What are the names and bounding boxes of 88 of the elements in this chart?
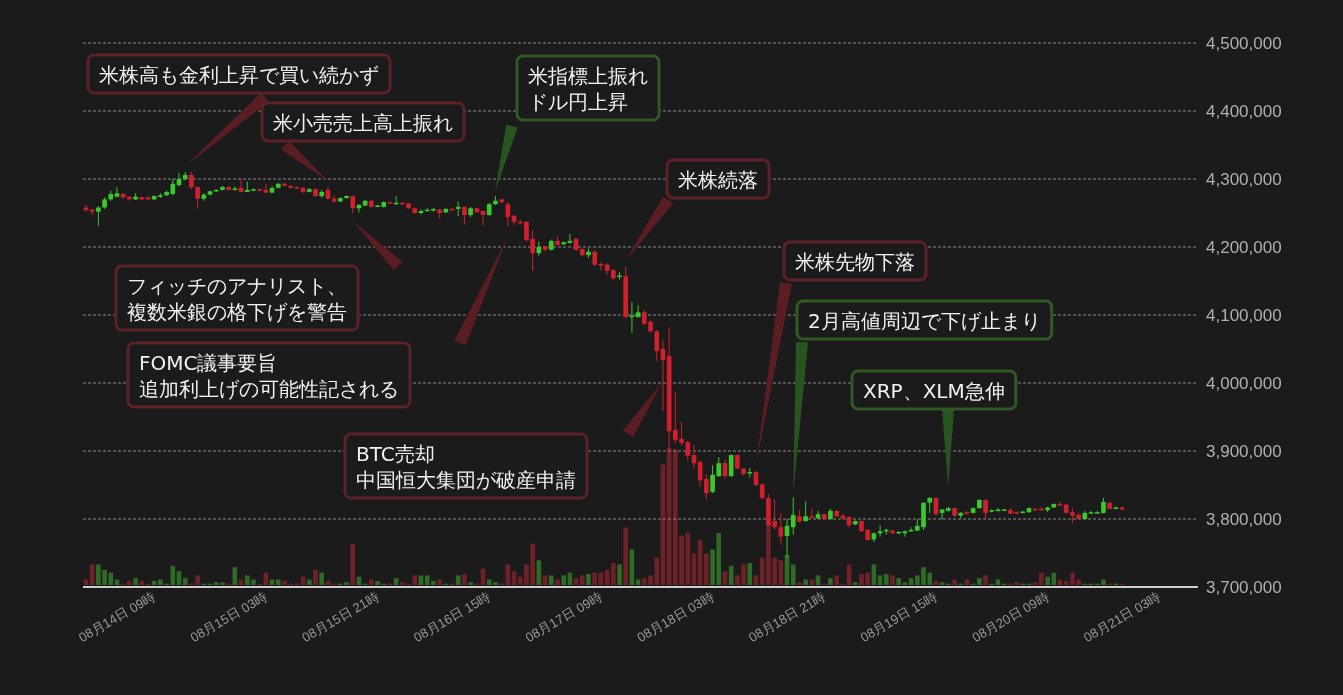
x-tick-label: 08月15日 21時	[299, 589, 382, 646]
y-tick-label: 3,900,000	[1206, 441, 1282, 461]
annotation: 米株続落	[678, 168, 758, 192]
y-tick-label: 3,700,000	[1206, 577, 1282, 597]
candlestick	[995, 507, 1001, 513]
bar	[890, 575, 895, 585]
bar	[704, 553, 709, 585]
bar	[623, 527, 629, 585]
bar	[548, 575, 554, 585]
bar	[306, 579, 312, 585]
bar	[468, 582, 473, 585]
bar	[952, 579, 957, 585]
x-tick-label: 08月18日 21時	[746, 589, 829, 646]
bar	[586, 574, 591, 585]
bar	[127, 580, 132, 585]
bar	[977, 578, 982, 585]
candlestick	[294, 185, 300, 190]
bar	[617, 564, 622, 585]
candlestick	[635, 304, 641, 319]
bar	[902, 582, 908, 585]
annotation: 米株先物下落	[795, 250, 915, 274]
candlestick	[1057, 500, 1063, 507]
bar	[852, 582, 858, 585]
bar	[579, 575, 585, 585]
candlestick	[462, 205, 467, 226]
candlestick	[598, 261, 604, 271]
candlestick	[790, 496, 796, 536]
bar	[139, 580, 145, 585]
candlestick	[803, 500, 808, 523]
bar	[275, 579, 281, 585]
y-tick-label: 4,200,000	[1206, 237, 1282, 257]
bar	[728, 565, 734, 585]
bar	[747, 563, 753, 585]
bar	[592, 572, 598, 585]
y-tick-label: 4,400,000	[1206, 101, 1282, 121]
candlestick	[704, 473, 709, 500]
bar	[828, 578, 833, 585]
candlestick	[728, 453, 734, 478]
x-tick-label: 08月17日 09時	[522, 589, 605, 646]
x-tick-label: 08月20日 09時	[969, 589, 1052, 646]
x-tick-label: 08月15日 03時	[187, 589, 270, 646]
x-tick-label: 08月14日 09時	[76, 589, 158, 646]
candlestick	[654, 329, 660, 362]
bar	[983, 575, 988, 585]
bar	[182, 578, 188, 585]
candlestick	[195, 185, 200, 209]
y-tick-label: 4,000,000	[1206, 373, 1282, 393]
bar	[455, 575, 461, 585]
y-tick-label: 4,500,000	[1206, 33, 1282, 53]
bar	[790, 564, 796, 585]
bar	[313, 569, 318, 585]
candlestick	[964, 510, 970, 516]
bar	[462, 574, 467, 585]
annotation: BTC売却中国恒大集団が破産申請	[356, 442, 576, 492]
candlestick	[96, 205, 101, 227]
candlestick	[114, 186, 120, 198]
annotation: 米小売売上高上振れ	[273, 111, 453, 135]
bar	[555, 579, 560, 585]
bar	[319, 572, 325, 585]
bar	[834, 575, 839, 585]
x-tick-label: 08月19日 15時	[857, 589, 940, 646]
candlestick	[778, 512, 784, 546]
annotation: FOMC議事要旨追加利上げの可能性記される	[139, 351, 399, 401]
x-tick-label: 08月16日 15時	[411, 589, 494, 646]
bar	[437, 579, 442, 585]
bar	[896, 578, 902, 585]
annotation: 米指標上振れドル円上昇	[528, 64, 648, 114]
y-tick-label: 4,300,000	[1206, 169, 1282, 189]
bar	[133, 578, 138, 585]
bar	[939, 582, 945, 585]
bar	[561, 575, 566, 585]
annotation: 米株高も金利上昇で買い続かず	[99, 63, 379, 87]
bar	[803, 579, 808, 585]
y-tick-label: 4,100,000	[1206, 305, 1282, 325]
annotation: フィッチのアナリスト、複数米銀の格下げを警告	[127, 274, 347, 324]
x-tick-label: 08月21日 03時	[1081, 589, 1164, 646]
candlestick	[983, 498, 988, 520]
candlestick	[263, 183, 269, 194]
x-tick-label: 08月18日 03時	[634, 589, 717, 646]
bar	[797, 582, 802, 585]
candlestick	[939, 508, 945, 521]
bar	[350, 543, 356, 585]
bar	[369, 579, 374, 585]
bar	[883, 574, 889, 585]
annotation: 2月高値周辺で下げ止まり	[808, 309, 1041, 333]
bar	[610, 563, 616, 585]
annotation: XRP、XLM急伸	[863, 379, 1005, 403]
y-tick-label: 3,800,000	[1206, 509, 1282, 529]
